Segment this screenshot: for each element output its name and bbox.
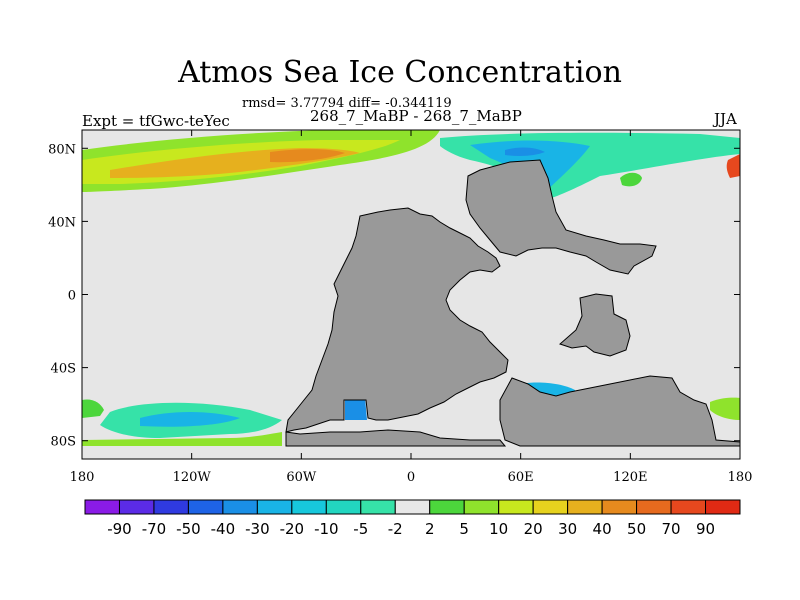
- colorbar-swatch: [291, 499, 327, 515]
- colorbar-label: 90: [696, 520, 715, 538]
- y-tick-label: 80S: [51, 435, 76, 450]
- y-tick-label: 0: [68, 289, 76, 304]
- experiment-label: Expt = tfGwc-teYec: [82, 112, 230, 130]
- anomaly-patch-green: [620, 172, 642, 187]
- colorbar-swatch: [670, 499, 707, 515]
- colorbar-label: 2: [425, 520, 435, 538]
- colorbar-swatch: [325, 499, 362, 515]
- land-masses: [285, 159, 741, 447]
- x-tick-label: 60W: [286, 470, 317, 485]
- colorbar-label: 10: [489, 520, 508, 538]
- colorbar-swatch: [84, 499, 120, 515]
- anomaly-patch-orange: [726, 154, 740, 178]
- colorbar-swatch: [256, 499, 293, 515]
- anomaly-core-cyan-south: [140, 412, 240, 427]
- land-pangea-main: [285, 207, 509, 433]
- land-south-bridge: [285, 429, 507, 447]
- colorbar-label: -30: [245, 520, 270, 538]
- anomaly-patch-east: [710, 397, 740, 420]
- colorbar-label: 5: [459, 520, 469, 538]
- x-tick-label: 60E: [508, 470, 534, 485]
- y-tick-label: 80N: [48, 142, 76, 157]
- colorbar-swatch: [118, 499, 155, 515]
- land-antarctic-margin: [499, 375, 741, 447]
- colorbar-swatch: [187, 499, 224, 515]
- colorbar-swatch: [153, 499, 189, 515]
- colorbar-label: -70: [142, 520, 167, 538]
- y-axis: 80N 40N 0 40S 80S: [48, 142, 740, 450]
- colorbar-swatch: [532, 499, 569, 515]
- anomaly-patch-pacific-edge: [82, 399, 104, 418]
- colorbar-swatch: [601, 499, 638, 515]
- y-tick-label: 40S: [51, 362, 76, 377]
- map-panel: 180 120W 60W 0 60E 120E 180 80N 40N 0 40S 80S: [48, 129, 753, 485]
- colorbar-swatch: [636, 499, 672, 515]
- colorbar-swatch: [222, 499, 258, 515]
- season-label: JJA: [714, 110, 737, 128]
- colorbar-swatch: [705, 499, 741, 515]
- colorbar-label: -5: [353, 520, 368, 538]
- x-axis: 180 120W 60W 0 60E 120E 180: [70, 130, 753, 485]
- chart-title: Atmos Sea Ice Concentration: [178, 55, 622, 90]
- colorbar: -90 -70 -50 -40 -30 -20 -10 -5 -2 2 5 10 20 30 40 50 70 9…: [84, 499, 741, 538]
- colorbar-swatch: [463, 499, 500, 515]
- x-tick-label: 180: [70, 470, 95, 485]
- colorbar-label: -20: [280, 520, 305, 538]
- y-tick-label: 40N: [48, 215, 76, 230]
- colorbar-swatch: [394, 499, 431, 515]
- ice-anomaly-south: [82, 382, 740, 446]
- colorbar-swatch: [360, 499, 396, 515]
- colorbar-label: -2: [388, 520, 403, 538]
- x-tick-label: 0: [407, 470, 415, 485]
- anomaly-patch-weddell: [345, 398, 367, 420]
- subtitle: 268_7_MaBP - 268_7_MaBP: [310, 107, 522, 125]
- x-tick-label: 120W: [173, 470, 212, 485]
- land-island-east: [559, 293, 631, 357]
- anomaly-core-blue: [505, 147, 545, 156]
- colorbar-label: 20: [524, 520, 543, 538]
- colorbar-label: -90: [107, 520, 132, 538]
- colorbar-label: 70: [662, 520, 681, 538]
- ice-anomaly-north-pacific: [82, 130, 440, 192]
- colorbar-swatch: [498, 499, 534, 515]
- stats-line: rmsd= 3.77794 diff= -0.344119: [242, 96, 452, 111]
- colorbar-label: 30: [558, 520, 577, 538]
- colorbar-label: 50: [627, 520, 646, 538]
- land-north-block: [465, 159, 657, 275]
- colorbar-swatch: [429, 499, 465, 515]
- colorbar-label: -50: [176, 520, 201, 538]
- x-tick-label: 120E: [613, 470, 647, 485]
- x-tick-label: 180: [728, 470, 753, 485]
- anomaly-core-orange: [270, 149, 345, 163]
- anomaly-band-green-south: [82, 432, 282, 446]
- colorbar-label: -40: [211, 520, 236, 538]
- colorbar-label: 40: [593, 520, 612, 538]
- colorbar-label: -10: [314, 520, 339, 538]
- colorbar-swatch: [567, 499, 603, 515]
